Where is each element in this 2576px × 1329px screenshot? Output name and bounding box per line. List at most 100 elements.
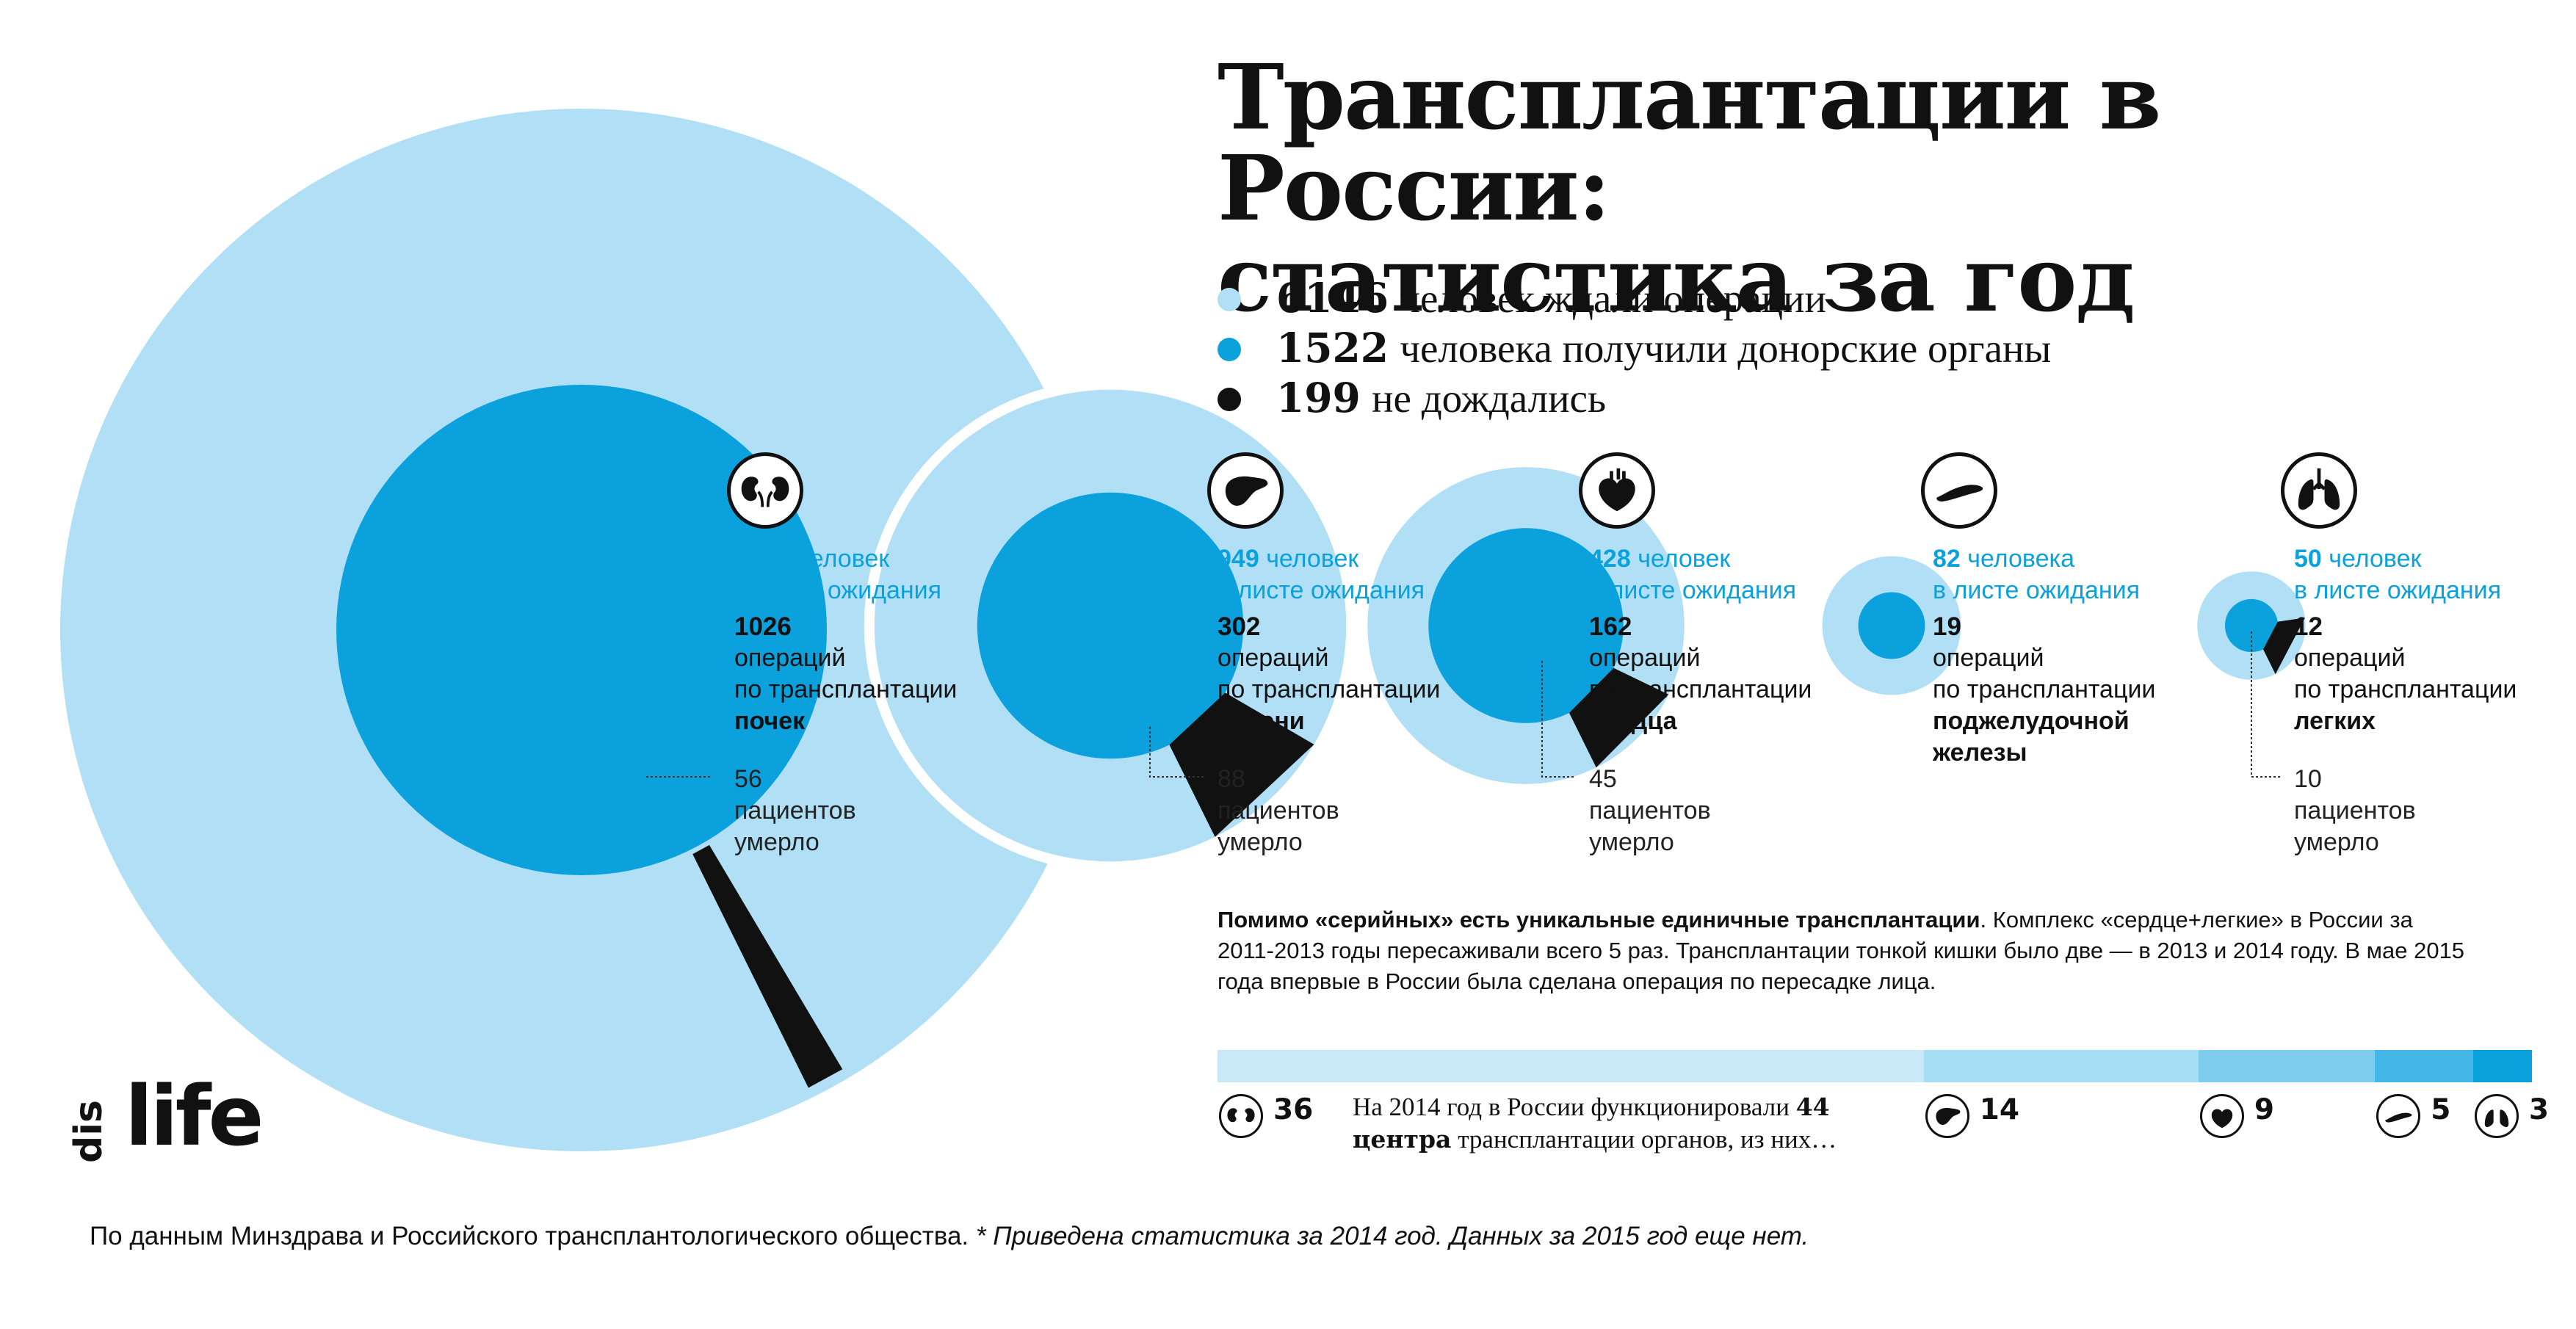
waiting-label: в листе ожидания xyxy=(1933,576,2141,604)
title-line-1: Трансплантации в России: xyxy=(1218,44,2161,241)
deaths-text: пациентов xyxy=(2294,797,2416,825)
logo-big-text: life xyxy=(125,1069,264,1165)
kidneys-icon xyxy=(727,452,803,529)
legend-text: не дождались xyxy=(1372,376,1607,421)
organ-column-liver: 949 человек в листе ожидания 302 операци… xyxy=(1218,543,1555,737)
legend-dot-operated xyxy=(1218,338,1241,361)
legend: 6146 человек ждали операции 1522 человек… xyxy=(1218,273,2051,423)
operations-label: по трансплантации xyxy=(1218,676,1441,703)
centers-count: 14 xyxy=(1979,1093,2020,1126)
operations-label: операций xyxy=(734,644,846,672)
bubble-operated-heart xyxy=(1428,528,1624,723)
liver-icon xyxy=(1925,1094,1969,1138)
centers-count: 5 xyxy=(2431,1093,2451,1126)
waiting-number: 82 xyxy=(1933,545,1961,573)
source-footnote: * Приведена статистика за 2014 год. Данн… xyxy=(975,1222,1809,1250)
operations-label: по трансплантации xyxy=(1589,676,1812,703)
centers-bar-lungs xyxy=(2472,1050,2532,1082)
waiting-unit: человек xyxy=(2329,545,2422,573)
centers-count: 9 xyxy=(2254,1093,2274,1126)
organ-name: сердца xyxy=(1589,707,1677,735)
deaths-text: умерло xyxy=(1589,828,1674,856)
unique-transplants-note: Помимо «серийных» есть уникальные единич… xyxy=(1218,905,2466,997)
legend-item-operated: 1522 человека получили донорские органы xyxy=(1218,323,2051,373)
operations-label: операций xyxy=(1589,644,1701,672)
kidneys-icon xyxy=(1219,1094,1263,1138)
deaths-text: пациентов xyxy=(1218,797,1339,825)
note-lead: Помимо «серийных» есть уникальные единич… xyxy=(1218,907,1980,933)
waiting-number: 428 xyxy=(1589,545,1631,573)
operations-label: операций xyxy=(1218,644,1329,672)
legend-item-died: 199 не дождались xyxy=(1218,373,2051,423)
source-text: По данным Минздрава и Российского трансп… xyxy=(90,1222,969,1250)
heart-icon xyxy=(1579,452,1655,529)
deaths-text: умерло xyxy=(2294,828,2379,856)
lungs-icon xyxy=(2474,1094,2519,1138)
pancreas-icon xyxy=(1921,452,1997,529)
legend-number: 1522 xyxy=(1276,324,1389,372)
deaths-label-liver: 88 пациентов умерло xyxy=(1218,764,1438,858)
heart-icon xyxy=(2199,1094,2244,1138)
waiting-unit: человек xyxy=(1266,545,1359,573)
legend-number: 199 xyxy=(1276,374,1361,421)
waiting-number: 50 xyxy=(2294,545,2322,573)
centers-count: 3 xyxy=(2528,1093,2549,1126)
operations-number: 1026 xyxy=(734,612,792,641)
deaths-text: умерло xyxy=(1218,828,1303,856)
source-note: По данным Минздрава и Российского трансп… xyxy=(90,1220,1809,1253)
operations-number: 302 xyxy=(1218,612,1261,641)
bubble-died-liver xyxy=(1169,692,1314,837)
dislife-logo: dis life xyxy=(67,1069,270,1178)
liver-icon xyxy=(1207,452,1284,529)
centers-bar-heart xyxy=(2198,1050,2376,1082)
deaths-text: пациентов xyxy=(1589,797,1711,825)
bubble-died-kidneys xyxy=(692,844,843,1088)
centers-bar xyxy=(1218,1050,2532,1082)
title-line-2: статистика за год xyxy=(1218,226,2135,332)
operations-label: по трансплантации xyxy=(734,676,958,703)
waiting-number: 949 xyxy=(1218,545,1259,573)
waiting-label: в листе ожидания xyxy=(1589,576,1797,604)
legend-text: человека получили донорские органы xyxy=(1400,326,2052,371)
centers-note-text-end: трансплантации органов, из них… xyxy=(1458,1125,1837,1154)
waiting-label: в листе ожидания xyxy=(2294,576,2502,604)
deaths-label-lungs: 10 пациентов умерло xyxy=(2294,764,2514,858)
pancreas-icon xyxy=(2376,1094,2421,1138)
waiting-unit: человек xyxy=(1638,545,1731,573)
deaths-label-heart: 45 пациентов умерло xyxy=(1589,764,1809,858)
operations-label: по трансплантации xyxy=(2294,676,2517,703)
bubble-died-lungs xyxy=(2263,618,2305,675)
organ-column-heart: 428 человек в листе ожидания 162 операци… xyxy=(1589,543,1927,737)
lungs-icon xyxy=(2281,452,2357,529)
organ-name: почек xyxy=(734,707,806,735)
legend-number: 6146 xyxy=(1276,274,1389,322)
page-title: Трансплантации в России: статистика за г… xyxy=(1218,51,2539,325)
note-text: . Комплекс «сердце+легкие» в России за 2… xyxy=(1218,907,2465,994)
organ-name-line-2: железы xyxy=(1933,739,2027,767)
bubble-operated-kidneys xyxy=(336,384,828,876)
deaths-text: умерло xyxy=(734,828,820,856)
deaths-number: 10 xyxy=(2294,765,2322,793)
legend-item-waiting: 6146 человек ждали операции xyxy=(1218,273,2051,323)
centers-bar-liver xyxy=(1923,1050,2199,1082)
organ-name: легких xyxy=(2294,707,2376,735)
operations-label: по трансплантации xyxy=(1933,676,2156,703)
bubble-died-heart xyxy=(1569,667,1669,768)
centers-bar-kidneys xyxy=(1218,1050,1924,1082)
organ-name: печени xyxy=(1218,707,1305,735)
legend-dot-waiting xyxy=(1218,288,1241,311)
organ-column-kidneys: 4636 человек в листе ожидания 1026 опера… xyxy=(734,543,1072,737)
operations-number: 19 xyxy=(1933,612,1961,641)
centers-note: На 2014 год в России функционировали 44 … xyxy=(1353,1091,1911,1156)
waiting-unit: человек xyxy=(797,545,890,573)
deaths-number: 88 xyxy=(1218,765,1245,793)
waiting-label: в листе ожидания xyxy=(734,576,942,604)
operations-number: 162 xyxy=(1589,612,1632,641)
leader-line-lungs xyxy=(2251,631,2282,778)
waiting-unit: человека xyxy=(1967,545,2075,573)
operations-label: операций xyxy=(2294,644,2406,672)
bubble-operated-liver xyxy=(977,492,1244,759)
deaths-label-kidneys: 56 пациентов умерло xyxy=(734,764,955,858)
organ-name: поджелудочной xyxy=(1933,707,2130,735)
leader-line-liver xyxy=(1149,727,1204,778)
